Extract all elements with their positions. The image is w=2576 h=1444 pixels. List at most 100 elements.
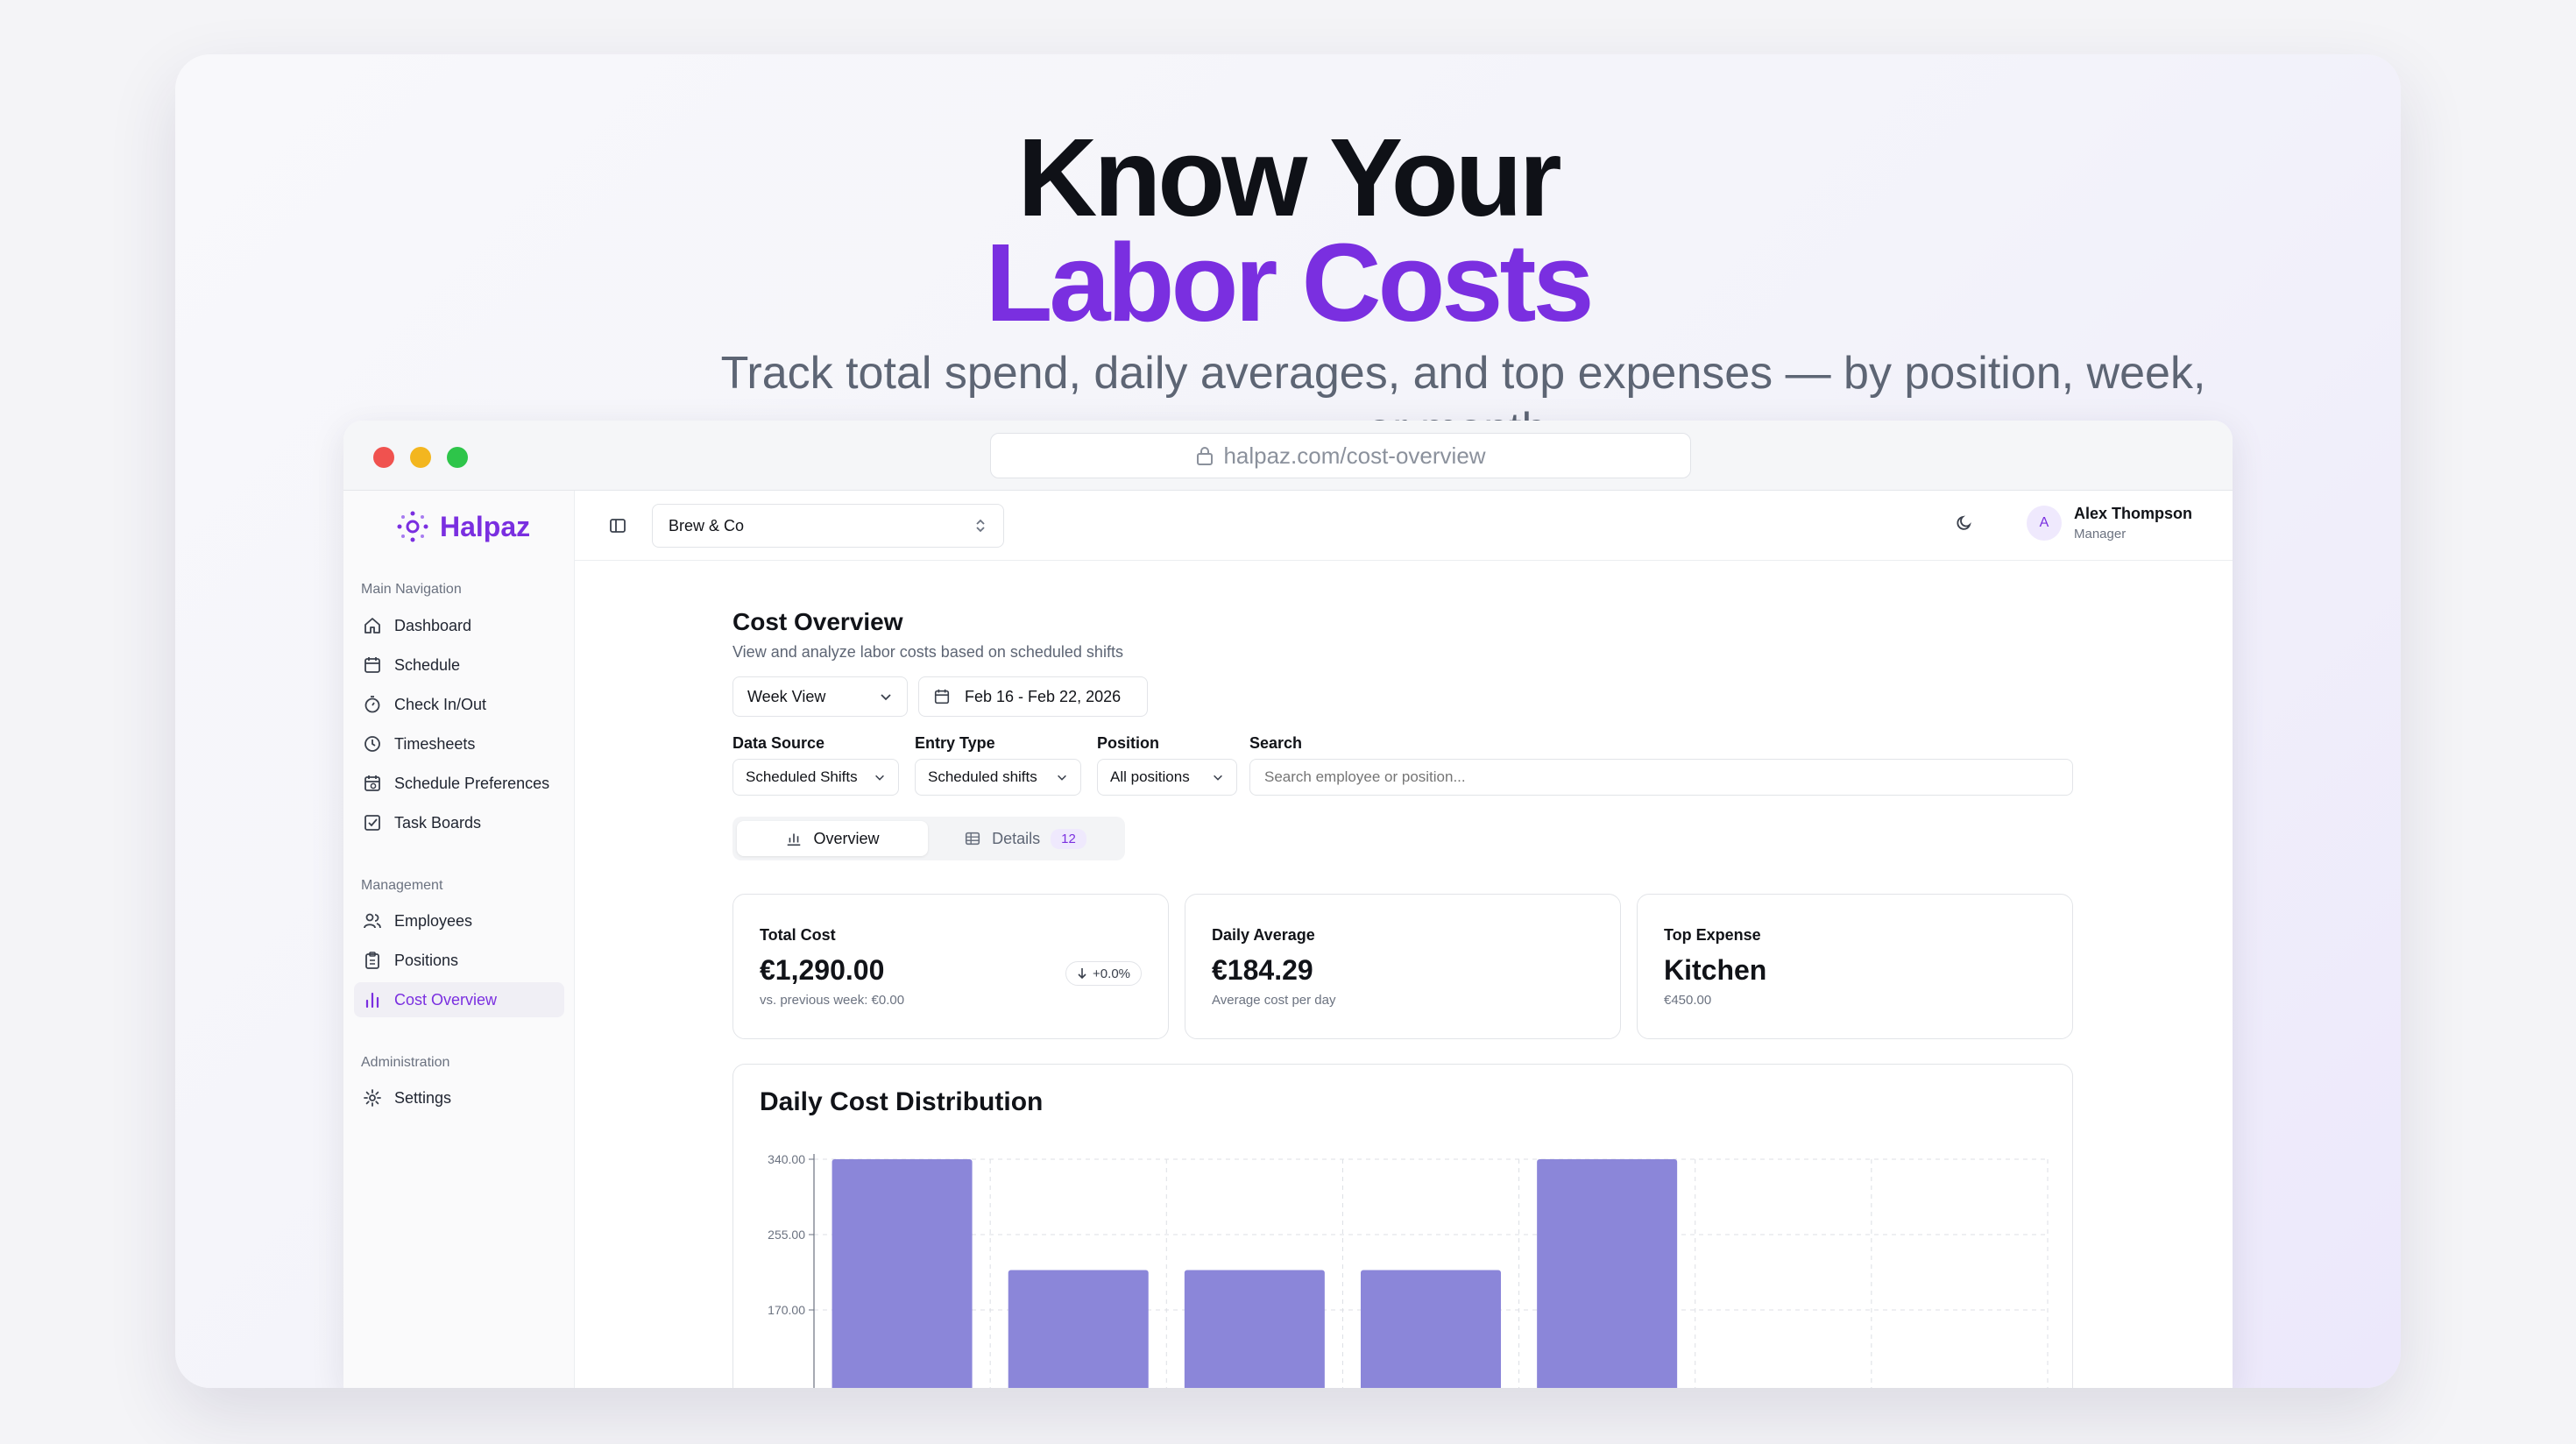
top-expense-card: Top Expense Kitchen €450.00 xyxy=(1637,894,2073,1039)
tab-details[interactable]: Details 12 xyxy=(930,821,1121,856)
tab-overview-label: Overview xyxy=(813,829,880,847)
sidebar-item-label: Timesheets xyxy=(394,734,476,753)
chevron-down-icon xyxy=(1214,775,1222,781)
chevron-down-icon xyxy=(1058,775,1066,781)
chevron-down-icon xyxy=(881,694,891,701)
sidebar-item-timesheets[interactable]: Timesheets xyxy=(354,726,564,761)
sidebar-item-label: Employees xyxy=(394,911,473,930)
y-tick-label: 255.00 xyxy=(768,1228,805,1242)
daily-average-note: Average cost per day xyxy=(1212,993,1336,1008)
daily-average-value: €184.29 xyxy=(1212,954,1313,986)
nav-section-administration: Administration xyxy=(361,1055,450,1070)
home-icon xyxy=(364,618,380,634)
sidebar-item-schedule-preferences[interactable]: Schedule Preferences xyxy=(354,766,564,801)
sidebar-item-dashboard[interactable]: Dashboard xyxy=(354,608,564,643)
avatar[interactable]: A xyxy=(2026,506,2062,541)
lock-icon xyxy=(1197,447,1214,465)
total-cost-delta-badge: +0.0% xyxy=(1065,961,1142,986)
bar-day-1[interactable] xyxy=(832,1159,973,1388)
users-icon xyxy=(364,913,381,929)
total-cost-comparison: vs. previous week: €0.00 xyxy=(760,993,905,1008)
entry-type-value: Scheduled shifts xyxy=(928,768,1037,785)
bar-day-4[interactable] xyxy=(1361,1270,1501,1388)
bar-day-5[interactable] xyxy=(1537,1159,1678,1388)
sidebar-item-settings[interactable]: Settings xyxy=(354,1080,564,1115)
clock-icon xyxy=(364,736,380,752)
chevron-down-icon xyxy=(875,775,884,781)
sidebar-item-schedule[interactable]: Schedule xyxy=(354,648,564,683)
sidebar-item-cost-overview[interactable]: Cost Overview xyxy=(354,982,564,1017)
view-tabs: Overview Details 12 xyxy=(732,817,1125,860)
sidebar-item-employees[interactable]: Employees xyxy=(354,903,564,938)
chevron-up-down-icon xyxy=(976,519,985,533)
page-subtitle: View and analyze labor costs based on sc… xyxy=(732,643,1123,661)
sidebar-item-check-in-out[interactable]: Check In/Out xyxy=(354,687,564,722)
bar-day-2[interactable] xyxy=(1008,1270,1149,1388)
browser-window: halpaz.com/cost-overview xyxy=(343,421,2233,1388)
halpaz-logo-icon xyxy=(397,511,428,542)
moon-icon[interactable] xyxy=(1955,513,1974,533)
details-count-badge: 12 xyxy=(1051,828,1086,849)
view-mode-value: Week View xyxy=(747,687,826,705)
top-expense-amount: €450.00 xyxy=(1664,993,1712,1008)
address-bar[interactable]: halpaz.com/cost-overview xyxy=(990,433,1691,478)
y-tick-label: 340.00 xyxy=(768,1152,805,1166)
position-value: All positions xyxy=(1110,768,1190,785)
chart-title: Daily Cost Distribution xyxy=(760,1087,1044,1116)
user-menu[interactable]: A Alex Thompson Manager xyxy=(1955,505,2192,542)
organization-select[interactable]: Brew & Co xyxy=(652,504,1004,548)
brand-logo[interactable]: Halpaz xyxy=(396,510,530,543)
total-cost-card: Total Cost €1,290.00 vs. previous week: … xyxy=(732,894,1169,1039)
clipboard-icon xyxy=(365,952,379,969)
stopwatch-icon xyxy=(364,696,380,713)
entry-type-label: Entry Type xyxy=(915,734,995,752)
sidebar-item-label: Cost Overview xyxy=(394,990,498,1009)
table-icon xyxy=(966,832,980,846)
sidebar-toggle-icon[interactable] xyxy=(608,516,627,535)
sidebar-item-label: Positions xyxy=(394,951,459,969)
page-title: Cost Overview xyxy=(732,608,903,635)
sidebar: Halpaz Main Navigation Dashboard Schedul… xyxy=(343,491,575,1388)
daily-average-card: Daily Average €184.29 Average cost per d… xyxy=(1185,894,1621,1039)
maximize-window-dot[interactable] xyxy=(447,447,468,468)
close-window-dot[interactable] xyxy=(373,447,394,468)
daily-cost-chart: 340.00 255.00 170.00 xyxy=(768,1152,2049,1388)
minimize-window-dot[interactable] xyxy=(410,447,431,468)
data-source-value: Scheduled Shifts xyxy=(746,768,858,785)
user-info: Alex Thompson Manager xyxy=(2074,505,2192,542)
top-expense-label: Top Expense xyxy=(1664,926,1761,944)
bar-day-3[interactable] xyxy=(1184,1270,1325,1388)
url-text: halpaz.com/cost-overview xyxy=(1223,442,1486,469)
total-cost-value: €1,290.00 xyxy=(760,954,885,986)
data-source-label: Data Source xyxy=(732,734,825,752)
gear-icon xyxy=(364,1089,381,1107)
hero-title-line2: Labor Costs xyxy=(985,221,1594,344)
position-select[interactable]: All positions xyxy=(1097,759,1237,796)
view-mode-select[interactable]: Week View xyxy=(732,676,908,717)
search-label: Search xyxy=(1249,734,1303,752)
date-range-value: Feb 16 - Feb 22, 2026 xyxy=(965,687,1122,705)
y-tick-label: 170.00 xyxy=(768,1303,805,1317)
daily-average-label: Daily Average xyxy=(1212,926,1315,944)
calendar-icon xyxy=(364,657,380,673)
sidebar-item-label: Check In/Out xyxy=(394,695,487,713)
arrow-down-icon xyxy=(1078,968,1086,980)
brand-name: Halpaz xyxy=(440,510,531,542)
hero-title-line1: Know Your xyxy=(1017,116,1561,239)
sidebar-item-label: Settings xyxy=(394,1088,452,1107)
organization-name: Brew & Co xyxy=(669,516,745,534)
daily-cost-chart-card: Daily Cost Distribution 340.00 255.00 170.… xyxy=(732,1064,2073,1388)
date-range-picker[interactable]: Feb 16 - Feb 22, 2026 xyxy=(918,676,1148,717)
data-source-select[interactable]: Scheduled Shifts xyxy=(732,759,899,796)
total-cost-delta: +0.0% xyxy=(1093,966,1130,981)
search-input[interactable] xyxy=(1249,759,2073,796)
bar-chart-icon xyxy=(365,992,379,1009)
main-panel: Brew & Co A Alex Thompson Manager Cost O… xyxy=(575,491,2233,1388)
tab-overview[interactable]: Overview xyxy=(737,821,928,856)
bar-chart-icon xyxy=(788,833,801,846)
user-role: Manager xyxy=(2073,527,2127,542)
calendar-clock-icon xyxy=(364,775,380,791)
sidebar-item-task-boards[interactable]: Task Boards xyxy=(354,805,564,840)
sidebar-item-positions[interactable]: Positions xyxy=(354,943,564,978)
entry-type-select[interactable]: Scheduled shifts xyxy=(915,759,1081,796)
